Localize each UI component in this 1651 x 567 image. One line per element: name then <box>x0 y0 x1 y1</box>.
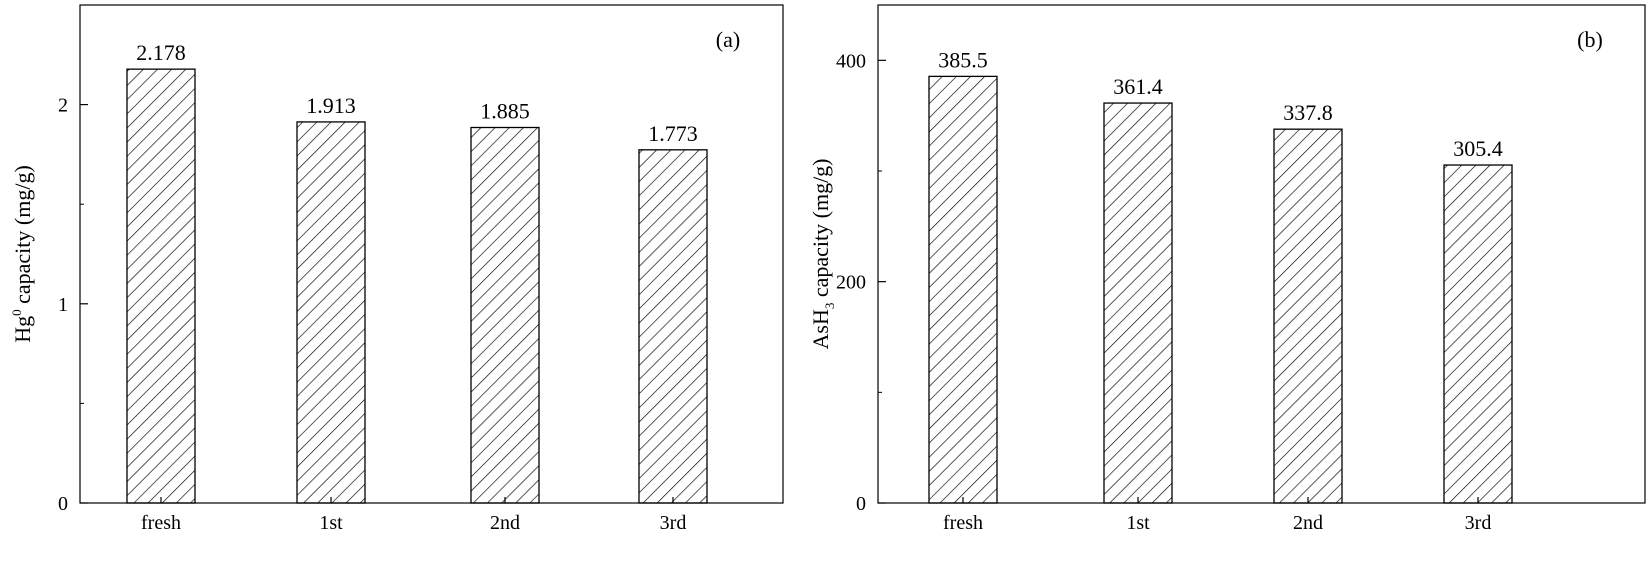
value-label-a-2nd: 1.885 <box>480 99 530 124</box>
x-ticks-a: fresh 1st 2nd 3rd <box>141 497 686 534</box>
x-tick-label-a-1st: 1st <box>319 512 343 534</box>
value-label-a-1st: 1.913 <box>306 93 356 118</box>
x-tick-label-b-2nd: 2nd <box>1293 512 1323 534</box>
y-axis-label-a-sup: 0 <box>9 309 24 316</box>
y-axis-label-a: Hg0 capacity (mg/g) <box>9 165 35 343</box>
value-label-a-3rd: 1.773 <box>648 121 698 146</box>
bar-a-1st <box>296 121 366 504</box>
y-axis-label-b-base: AsH <box>808 309 833 349</box>
x-ticks-b: fresh 1st 2nd 3rd <box>943 497 1491 534</box>
y-tick-label-b-400: 400 <box>836 50 866 72</box>
value-labels-b: 385.5 361.4 337.8 305.4 <box>938 47 1503 161</box>
bar-a-3rd <box>638 149 708 504</box>
y-axis-label-b-rest: capacity (mg/g) <box>808 158 833 302</box>
y-tick-label-b-0: 0 <box>856 493 866 515</box>
y-tick-label-a-0: 0 <box>58 493 68 515</box>
y-ticks-a: 0 1 2 <box>58 95 88 515</box>
y-axis-label-b: AsH3 capacity (mg/g) <box>808 158 837 349</box>
bar-b-fresh <box>928 75 998 504</box>
value-label-b-fresh: 385.5 <box>938 47 988 72</box>
value-label-b-1st: 361.4 <box>1113 74 1163 99</box>
chart-panel-b: 385.5 361.4 337.8 305.4 0 200 400 fresh 1st 2nd… <box>808 4 1646 534</box>
value-label-b-2nd: 337.8 <box>1283 100 1333 125</box>
x-tick-label-a-3rd: 3rd <box>660 512 687 534</box>
panel-label-a: (a) <box>716 27 740 52</box>
bars-b <box>928 75 1513 504</box>
y-axis-label-a-base: Hg <box>10 316 35 343</box>
plot-frame-a <box>79 4 784 504</box>
y-tick-label-a-2: 2 <box>58 95 68 117</box>
bar-b-2nd <box>1273 128 1343 504</box>
y-tick-label-b-200: 200 <box>836 272 866 294</box>
x-tick-label-a-2nd: 2nd <box>490 512 520 534</box>
x-tick-label-a-fresh: fresh <box>141 512 181 534</box>
y-axis-label-a-rest: capacity (mg/g) <box>10 165 35 309</box>
plot-frame-b <box>877 4 1646 504</box>
bar-a-2nd <box>470 126 540 504</box>
bars-a <box>126 68 708 504</box>
x-tick-label-b-3rd: 3rd <box>1465 512 1492 534</box>
value-label-b-3rd: 305.4 <box>1453 136 1503 161</box>
x-tick-label-b-1st: 1st <box>1126 512 1150 534</box>
y-tick-label-a-1: 1 <box>58 294 68 316</box>
bar-b-1st <box>1103 102 1173 504</box>
value-labels-a: 2.178 1.913 1.885 1.773 <box>136 40 698 146</box>
y-axis-label-b-sub: 3 <box>822 303 837 310</box>
panel-label-b: (b) <box>1577 27 1603 52</box>
x-tick-label-b-fresh: fresh <box>943 512 983 534</box>
bar-b-3rd <box>1443 164 1513 504</box>
value-label-a-fresh: 2.178 <box>136 40 186 65</box>
bar-a-fresh <box>126 68 196 504</box>
